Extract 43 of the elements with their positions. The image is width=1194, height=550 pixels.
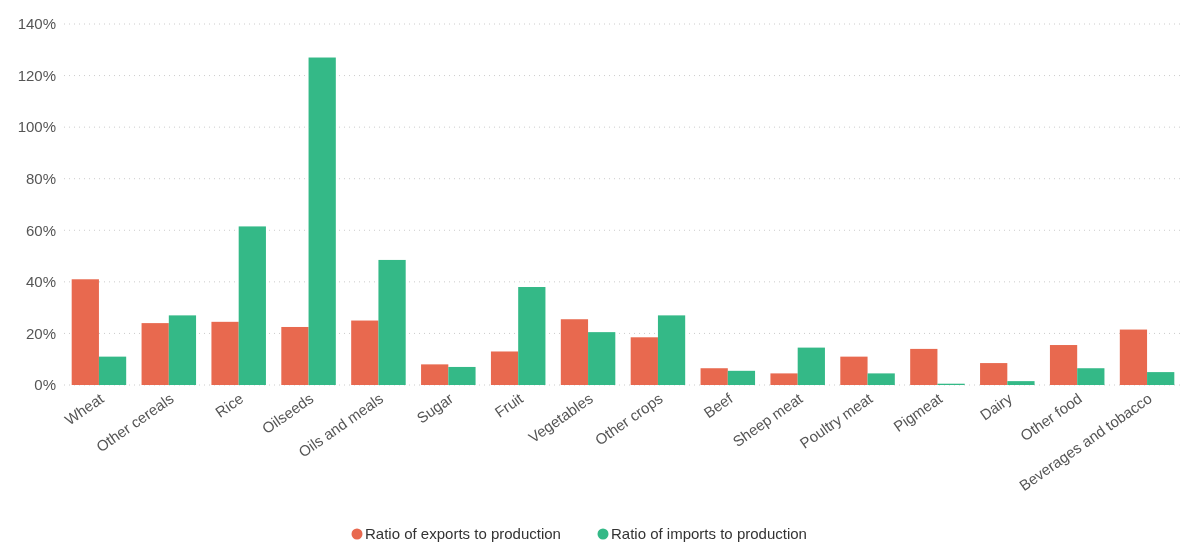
bar	[1007, 381, 1035, 385]
y-tick-label: 140%	[17, 15, 56, 33]
bar	[421, 364, 449, 385]
legend-label: Ratio of imports to production	[611, 525, 807, 543]
bar	[308, 57, 336, 385]
bar	[700, 368, 728, 385]
bar	[797, 347, 825, 385]
y-tick-label: 100%	[17, 118, 56, 136]
bar	[588, 332, 616, 385]
bar	[840, 356, 868, 385]
bar	[980, 363, 1008, 385]
bar	[727, 370, 756, 385]
y-tick-label: 0%	[34, 376, 56, 394]
bar	[378, 259, 406, 385]
bar	[211, 321, 239, 385]
bar	[1119, 329, 1148, 385]
bar	[168, 315, 197, 385]
bar	[1077, 368, 1105, 385]
bar	[238, 226, 266, 385]
x-tick-label: Rice	[212, 389, 247, 421]
bar	[770, 373, 798, 385]
y-tick-label: 120%	[17, 66, 56, 84]
y-tick-label: 20%	[25, 324, 56, 342]
legend-label: Ratio of exports to production	[365, 525, 561, 543]
bar	[657, 315, 686, 385]
bar	[518, 287, 546, 385]
bar	[560, 319, 589, 385]
bar	[1147, 372, 1175, 385]
bar	[281, 326, 309, 385]
bar	[71, 279, 99, 385]
bar	[490, 351, 519, 385]
bar	[630, 337, 658, 385]
bar	[141, 323, 169, 385]
bar	[98, 356, 127, 385]
y-tick-label: 60%	[25, 221, 56, 239]
bar	[1049, 345, 1078, 385]
y-tick-label: 80%	[25, 169, 56, 187]
y-tick-label: 40%	[25, 273, 56, 291]
x-tick-label: Fruit	[491, 389, 527, 421]
bar	[351, 320, 379, 385]
bar	[910, 348, 938, 385]
bar	[448, 366, 476, 385]
bar	[867, 373, 895, 385]
